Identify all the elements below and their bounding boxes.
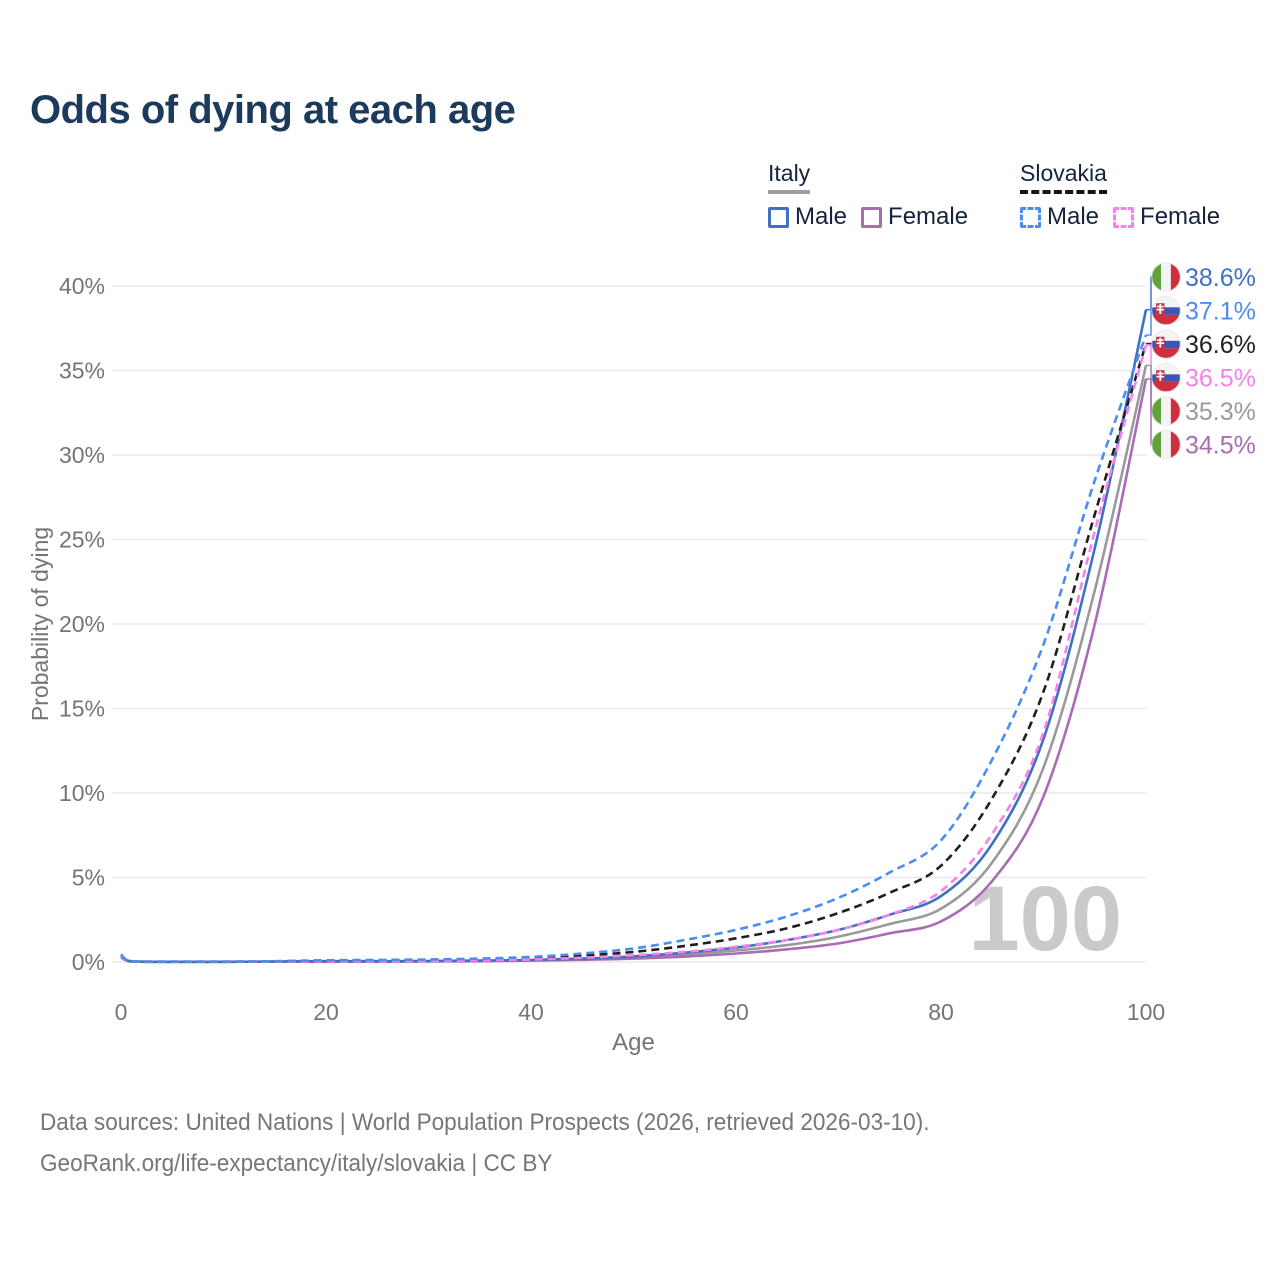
y-tick-label: 15% xyxy=(59,696,105,722)
legend-swatch-icon xyxy=(768,206,789,228)
y-tick-label: 10% xyxy=(59,780,105,806)
y-tick-label: 5% xyxy=(72,865,105,891)
series-line-slovakia-male[interactable] xyxy=(120,334,1148,964)
slovakia-flag-icon xyxy=(1151,363,1181,392)
watermark-age-label: 100 xyxy=(969,868,1123,970)
legend-swatch-icon xyxy=(1113,206,1135,228)
italy-flag-icon xyxy=(1151,396,1181,426)
end-value-label-italy-male: 38.6% xyxy=(1185,264,1256,292)
legend-group-slovakia: Slovakia Male Female xyxy=(1020,160,1220,231)
y-tick-label: 20% xyxy=(59,611,105,637)
legend-item-italy-female[interactable]: Female xyxy=(861,203,968,231)
legend-item-slovakia-male[interactable]: Male xyxy=(1020,203,1099,231)
x-tick-label: 20 xyxy=(313,999,339,1025)
legend-item-slovakia-female[interactable]: Female xyxy=(1113,203,1220,231)
y-tick-label: 35% xyxy=(59,358,105,384)
legend-items-slovakia: Male Female xyxy=(1020,203,1220,231)
legend-country-slovakia[interactable]: Slovakia xyxy=(1020,160,1107,194)
italy-flag-icon xyxy=(1151,430,1181,459)
legend-swatch-icon xyxy=(861,206,883,228)
legend-country-italy[interactable]: Italy xyxy=(768,160,811,194)
end-value-label-slovakia-both: 36.6% xyxy=(1185,331,1256,359)
y-axis-title: Probability of dying xyxy=(27,527,53,721)
x-tick-label: 100 xyxy=(1127,999,1165,1025)
end-label-connector xyxy=(1146,309,1152,336)
slovakia-flag-icon xyxy=(1151,329,1181,359)
end-value-label-slovakia-female: 36.5% xyxy=(1185,365,1256,393)
x-tick-label: 80 xyxy=(928,999,954,1025)
footer-sources-line: Data sources: United Nations | World Pop… xyxy=(40,1109,930,1136)
legend-item-label: Female xyxy=(888,203,969,230)
x-tick-label: 60 xyxy=(723,999,749,1025)
x-tick-label: 40 xyxy=(518,999,544,1025)
legend-item-italy-male[interactable]: Male xyxy=(768,203,847,231)
end-value-label-italy-both: 35.3% xyxy=(1185,398,1256,426)
legend-swatch-icon xyxy=(1020,206,1041,228)
slovakia-flag-icon xyxy=(1151,296,1181,325)
end-value-label-italy-female: 34.5% xyxy=(1185,432,1256,460)
legend-items-italy: Male Female xyxy=(768,203,968,231)
italy-flag-icon xyxy=(1151,262,1181,292)
x-axis-title: Age xyxy=(612,1029,655,1056)
page-title: Odds of dying at each age xyxy=(30,88,516,132)
y-tick-label: 40% xyxy=(59,273,105,299)
y-tick-label: 0% xyxy=(72,949,105,975)
footer-attribution-line: GeoRank.org/life-expectancy/italy/slovak… xyxy=(40,1150,553,1177)
y-tick-label: 30% xyxy=(59,442,105,468)
end-label-connector xyxy=(1146,378,1152,446)
legend-item-label: Male xyxy=(1047,203,1100,230)
x-tick-label: 0 xyxy=(115,999,128,1025)
legend-group-italy: Italy Male Female xyxy=(768,160,968,231)
end-value-label-slovakia-male: 37.1% xyxy=(1185,298,1256,326)
end-label-connector xyxy=(1146,342,1152,345)
data-sources-footer: Data sources: United Nations | World Pop… xyxy=(40,1102,930,1184)
legend-item-label: Male xyxy=(795,203,848,230)
end-label-connector xyxy=(1146,276,1152,311)
legend-item-label: Female xyxy=(1140,203,1221,230)
y-tick-label: 25% xyxy=(59,527,105,553)
